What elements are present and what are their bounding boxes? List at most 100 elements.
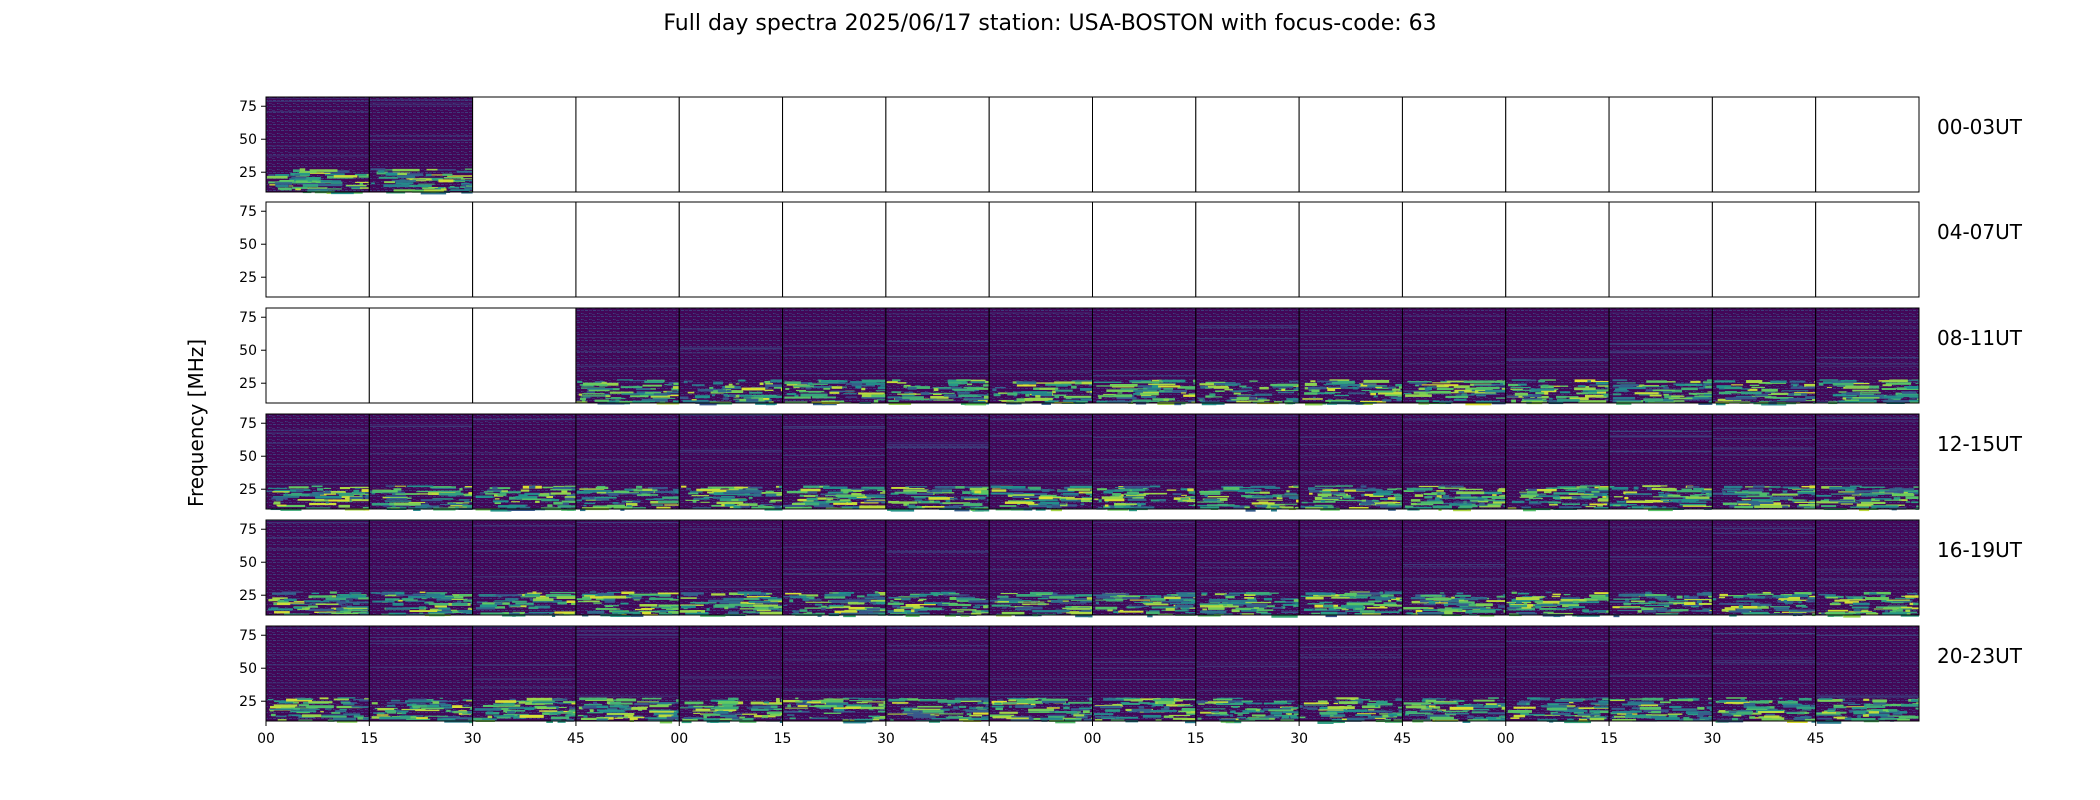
spectrum-band-mark bbox=[1876, 591, 1891, 595]
spectrum-band-mark bbox=[1417, 612, 1445, 614]
spectrum-band-mark bbox=[1576, 707, 1595, 710]
spectrum-band-mark bbox=[341, 607, 368, 610]
spectrum-band-mark bbox=[829, 605, 851, 609]
spectrum-band-mark bbox=[1751, 500, 1774, 503]
spectrum-band-mark bbox=[1634, 392, 1659, 395]
spectrum-band-mark bbox=[1629, 593, 1654, 596]
spectrum-band-mark bbox=[973, 712, 990, 715]
spectrum-band-mark bbox=[639, 604, 658, 607]
spectrum-band-mark bbox=[587, 610, 605, 614]
spectrum-band-mark bbox=[1423, 603, 1436, 606]
spectrum-band-mark bbox=[1904, 385, 1919, 389]
spectrum-band-mark bbox=[382, 505, 410, 507]
spectrum-band-mark bbox=[1028, 711, 1050, 713]
spectrum-line bbox=[989, 473, 1093, 475]
spectrum-band-mark bbox=[759, 504, 764, 507]
spectrum-band-mark bbox=[1703, 383, 1707, 386]
spectrum-band-mark bbox=[1333, 702, 1339, 705]
spectrum-band-mark bbox=[1515, 597, 1540, 601]
spectrum-band-mark bbox=[768, 401, 774, 404]
spectrum-band-mark bbox=[1576, 614, 1600, 617]
spectrum-empty bbox=[1402, 202, 1506, 297]
spectrum-band-mark bbox=[1534, 604, 1561, 606]
spectrum-band-mark bbox=[1012, 495, 1041, 499]
spectrum-band-mark bbox=[326, 611, 352, 613]
spectrum-band-mark bbox=[1782, 486, 1800, 489]
spectrum-line bbox=[885, 359, 990, 361]
spectrum-band-mark bbox=[1899, 499, 1908, 502]
spectrum-empty bbox=[885, 97, 990, 192]
spectrum-band-mark bbox=[618, 716, 629, 718]
spectrum-band-mark bbox=[1589, 494, 1597, 496]
spectrum-band-mark bbox=[636, 485, 643, 489]
spectrum-band-mark bbox=[1787, 720, 1808, 723]
spectrum-line bbox=[989, 694, 1093, 696]
spectrum-band-mark bbox=[1556, 395, 1567, 399]
spectrum-band-mark bbox=[1214, 593, 1227, 596]
spectrum-band-mark bbox=[763, 397, 769, 400]
spectrum-band-mark bbox=[527, 592, 543, 594]
spectrum-band-mark bbox=[1288, 496, 1300, 500]
spectrum-band-mark bbox=[1090, 712, 1093, 714]
spectrum-band-mark bbox=[1035, 382, 1062, 384]
spectrum-band-mark bbox=[1301, 502, 1316, 504]
spectrum-band-mark bbox=[991, 705, 1005, 708]
spectrum-band-mark bbox=[811, 717, 829, 719]
spectrum-band-mark bbox=[503, 713, 529, 717]
spectrum-band-mark bbox=[1191, 600, 1196, 604]
spectrum-band-mark bbox=[1740, 698, 1745, 702]
spectrum-band-mark bbox=[1613, 614, 1620, 618]
spectrum-band-mark bbox=[408, 595, 430, 599]
spectrum-band-mark bbox=[1809, 500, 1816, 503]
spectrum-line bbox=[1195, 415, 1300, 417]
spectrum-band-mark bbox=[1230, 710, 1236, 714]
spectrum-band-mark bbox=[1604, 399, 1610, 401]
spectrum-band-mark bbox=[584, 595, 596, 597]
spectrum-band-mark bbox=[728, 488, 743, 490]
spectrum-band-mark bbox=[1658, 493, 1673, 497]
spectrum-band-mark bbox=[1885, 382, 1912, 385]
spectrum-line bbox=[1299, 579, 1403, 581]
spectrum-band-mark bbox=[1549, 709, 1577, 712]
spectrum-band-mark bbox=[994, 600, 1009, 603]
spectrum-band-mark bbox=[1889, 610, 1897, 613]
spectrum-band-mark bbox=[1741, 611, 1769, 614]
spectrum-band-mark bbox=[1509, 604, 1528, 608]
spectrum-band-mark bbox=[566, 719, 575, 722]
spectrum-band-mark bbox=[1064, 718, 1082, 721]
spectrum-line bbox=[472, 576, 576, 578]
spectrum-band-mark bbox=[1113, 394, 1133, 397]
spectrum-band-mark bbox=[1495, 397, 1506, 399]
spectrum-band-mark bbox=[1887, 605, 1908, 607]
spectrum-band-mark bbox=[1706, 379, 1713, 382]
spectrum-band-mark bbox=[964, 397, 988, 400]
spectrum-panel bbox=[885, 96, 990, 193]
spectrum-band-mark bbox=[688, 492, 699, 495]
spectrum-band-mark bbox=[735, 383, 740, 385]
spectrum-band-mark bbox=[683, 594, 698, 597]
spectrum-band-mark bbox=[276, 504, 287, 507]
spectrum-band-mark bbox=[1197, 614, 1221, 617]
spectrum-line bbox=[575, 370, 680, 372]
spectrum-band-mark bbox=[1010, 717, 1034, 721]
spectrum-band-mark bbox=[1396, 398, 1402, 402]
spectrum-band-mark bbox=[1198, 702, 1205, 705]
spectrum-band-mark bbox=[1722, 502, 1738, 506]
spectrum-band-mark bbox=[1107, 508, 1129, 511]
spectrum-line bbox=[1505, 358, 1610, 360]
spectrum-band-mark bbox=[1569, 397, 1589, 400]
row-label: 08-11UT bbox=[1937, 326, 2023, 350]
spectrum-band-mark bbox=[998, 399, 1018, 402]
spectrum-band-mark bbox=[984, 610, 990, 613]
spectrum-band-mark bbox=[1434, 497, 1440, 501]
spectrum-band-mark bbox=[366, 174, 370, 176]
spectrum-band-mark bbox=[1674, 602, 1684, 605]
spectrum-band-mark bbox=[1542, 384, 1549, 388]
spectrum-band-mark bbox=[359, 187, 370, 189]
panel-frame bbox=[1815, 96, 1920, 193]
spectrum-band-mark bbox=[1886, 599, 1910, 601]
spectrum-band-mark bbox=[473, 717, 489, 721]
spectrum-band-mark bbox=[412, 593, 441, 596]
spectrum-band-mark bbox=[394, 485, 407, 487]
spectrum-band-mark bbox=[960, 402, 966, 406]
